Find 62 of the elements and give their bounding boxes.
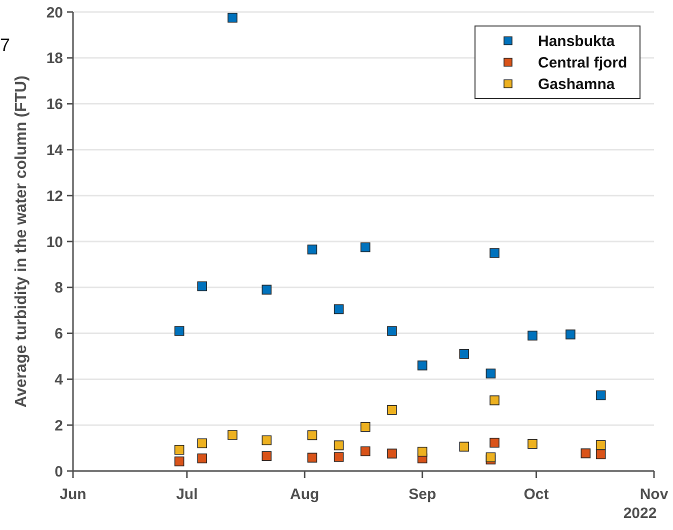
point: [417, 446, 428, 457]
point: [528, 439, 538, 449]
point: [566, 330, 576, 340]
text: 7: [0, 35, 10, 55]
point: [360, 446, 370, 456]
x-tick-label: Jul: [176, 486, 198, 503]
point: [307, 430, 318, 440]
point: [262, 451, 272, 461]
point: [387, 405, 397, 415]
legend-label: Hansbukta: [538, 33, 616, 50]
text: 2022: [623, 505, 657, 522]
point: [459, 349, 470, 359]
point: [387, 448, 397, 458]
y-tick-label: 6: [54, 326, 63, 343]
point: [334, 440, 344, 450]
point: [417, 360, 428, 370]
y-tick-label: 12: [46, 188, 63, 205]
point: [486, 368, 496, 378]
x-tick-label: Oct: [524, 486, 549, 503]
point: [360, 242, 370, 252]
x-tick-label: Aug: [290, 486, 320, 503]
point: [228, 12, 238, 23]
point: [174, 444, 184, 455]
point: [174, 456, 184, 466]
point: [596, 390, 606, 400]
point: [490, 248, 500, 258]
point: [262, 284, 272, 295]
point: [387, 326, 397, 336]
legend-label: Central fjord: [538, 54, 628, 72]
point: [307, 244, 318, 254]
y-tick-label: 8: [54, 280, 63, 297]
point: [528, 330, 538, 340]
y-tick-label: 0: [54, 463, 63, 480]
point: [174, 326, 184, 336]
y-tick-label: 20: [46, 4, 63, 22]
y-axis-title: Average turbidity in the water column (FTU): [13, 76, 30, 408]
point: [334, 304, 344, 314]
point: [360, 422, 370, 432]
point: [228, 430, 238, 440]
point: [486, 452, 496, 462]
point: [596, 449, 606, 460]
point: [197, 281, 208, 292]
point: [197, 438, 208, 448]
x-tick-label: Jun: [60, 486, 86, 503]
y-tick-label: 10: [46, 234, 63, 251]
y-tick-label: 14: [46, 142, 64, 159]
point: [596, 440, 606, 450]
y-tick-label: 16: [46, 96, 63, 114]
legend-label: Gashamna: [538, 76, 616, 93]
y-tick-label: 4: [54, 371, 64, 388]
point: [262, 435, 272, 446]
point: [490, 438, 500, 448]
x-tick-label: Sep: [408, 486, 436, 503]
x-tick-label: Nov: [640, 486, 669, 503]
point: [459, 442, 470, 452]
point: [197, 453, 208, 464]
point: [334, 452, 344, 462]
point: [307, 452, 318, 463]
y-tick-label: 18: [46, 50, 63, 68]
point: [490, 395, 500, 406]
y-tick-label: 2: [54, 417, 63, 434]
point: [580, 448, 591, 458]
